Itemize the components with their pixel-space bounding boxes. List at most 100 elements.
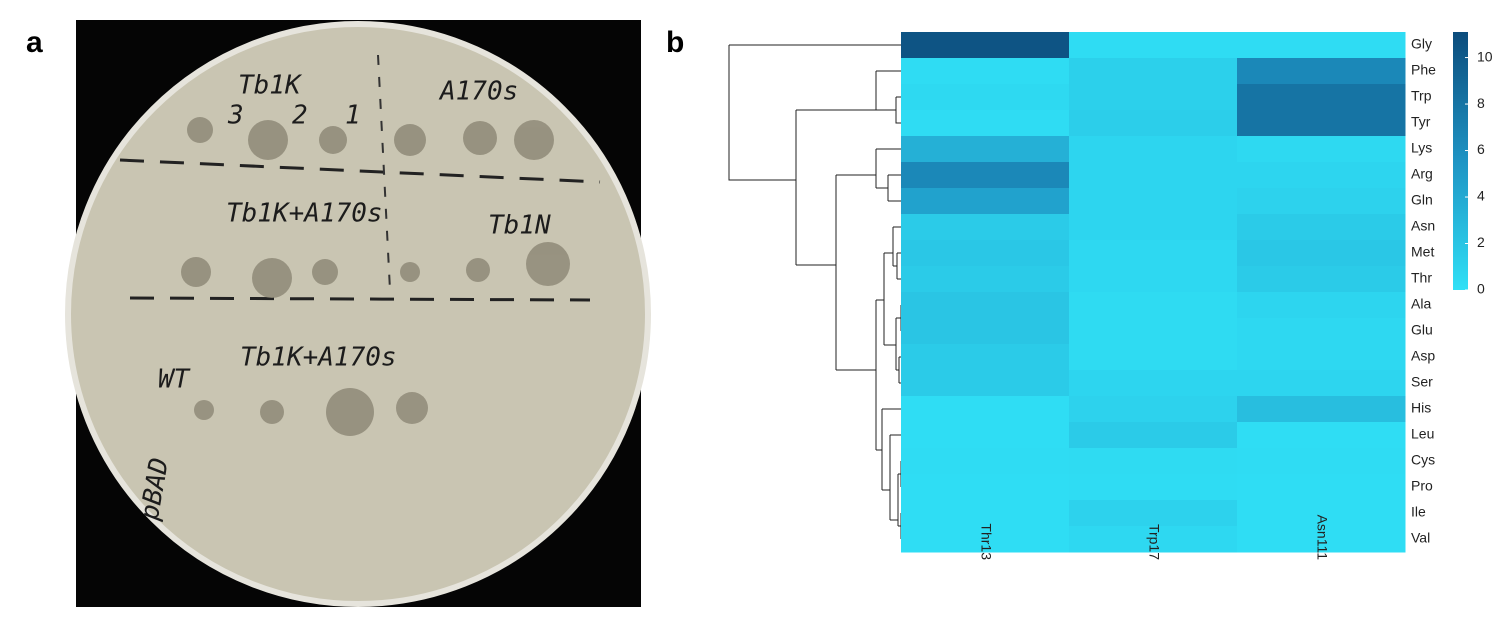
row-label: Tyr — [1411, 114, 1431, 130]
panel-label: a — [26, 26, 43, 59]
heat-cell — [1069, 448, 1238, 475]
heat-cell — [901, 396, 1070, 423]
photo-label: 2 — [292, 101, 308, 131]
photo-label: Tb1K+A170s — [226, 199, 383, 229]
heat-cell — [1069, 240, 1238, 267]
row-label: Pro — [1411, 478, 1433, 494]
heat-cell — [1237, 32, 1406, 59]
photo-label: 1 — [345, 101, 361, 131]
heat-cell — [1069, 136, 1238, 163]
heat-cell — [901, 318, 1070, 345]
heat-cell — [901, 32, 1070, 59]
column-label: Asn111 — [1314, 515, 1330, 561]
heat-cell — [901, 526, 1070, 553]
heat-cell — [1069, 292, 1238, 319]
heat-cell — [1237, 396, 1406, 423]
row-label: Gly — [1411, 36, 1432, 52]
photo-label: Tb1K+A170s — [240, 343, 397, 373]
heat-cell — [1237, 474, 1406, 501]
plate-photo: Tb1K A170s 3 2 1 Tb1K+A170s Tb1N WT Tb1K… — [65, 20, 651, 607]
photo-label: Tb1K — [238, 71, 303, 101]
heat-cell — [1069, 344, 1238, 371]
colorbar-tick-label: 10 — [1477, 48, 1493, 64]
heat-cell — [1237, 188, 1406, 215]
heat-cell — [1069, 58, 1238, 85]
row-label: Leu — [1411, 426, 1434, 442]
row-label: Phe — [1411, 62, 1436, 78]
colorbar-tick-label: 4 — [1477, 188, 1485, 204]
heat-cell — [1237, 292, 1406, 319]
dendrogram — [728, 44, 902, 539]
colorbar-tick-label: 8 — [1477, 95, 1485, 111]
heat-cell — [901, 474, 1070, 501]
row-label: Thr — [1411, 270, 1432, 286]
row-label: Val — [1411, 530, 1430, 546]
heat-cell — [1069, 526, 1238, 553]
heat-cell — [1069, 266, 1238, 293]
row-label: Met — [1411, 244, 1434, 260]
row-label: Ile — [1411, 504, 1426, 520]
row-label: Cys — [1411, 452, 1435, 468]
heat-cell — [901, 240, 1070, 267]
heat-cell — [901, 214, 1070, 241]
heat-cell — [1237, 84, 1406, 111]
heat-cell — [1069, 110, 1238, 137]
heat-cell — [1069, 474, 1238, 501]
heat-cell — [1069, 396, 1238, 423]
photo-label: 3 — [227, 101, 244, 131]
column-label: Thr13 — [978, 523, 994, 560]
row-label: Glu — [1411, 322, 1433, 338]
heat-cell — [901, 422, 1070, 449]
heat-cell — [901, 448, 1070, 475]
heat-cell — [1237, 214, 1406, 241]
photo-label: A170s — [438, 77, 518, 107]
heat-cell — [1069, 188, 1238, 215]
row-label: Gln — [1411, 192, 1433, 208]
heat-cell — [1237, 526, 1406, 553]
heat-cell — [1069, 214, 1238, 241]
colorbar — [1453, 32, 1468, 290]
heat-cell — [1069, 84, 1238, 111]
photo-label: Tb1N — [488, 211, 551, 241]
heat-cell — [901, 500, 1070, 527]
heat-cell — [1237, 240, 1406, 267]
column-label: Trp17 — [1146, 524, 1162, 560]
heat-cell — [901, 136, 1070, 163]
row-label: Ala — [1411, 296, 1431, 312]
heat-cell — [1237, 266, 1406, 293]
panel-label: b — [666, 26, 684, 59]
row-label: His — [1411, 400, 1431, 416]
heat-cell — [1237, 344, 1406, 371]
colorbar-tick-label: 2 — [1477, 234, 1485, 250]
heat-cell — [1237, 110, 1406, 137]
heat-cell — [1237, 448, 1406, 475]
heat-cell — [1237, 500, 1406, 527]
row-label: Lys — [1411, 140, 1432, 156]
heat-cell — [1237, 370, 1406, 397]
heat-cell — [1069, 422, 1238, 449]
heat-cell — [1237, 136, 1406, 163]
heat-cell — [901, 188, 1070, 215]
heat-cell — [1237, 58, 1406, 85]
heat-cell — [901, 292, 1070, 319]
heat-cell — [901, 370, 1070, 397]
row-label: Ser — [1411, 374, 1433, 390]
heat-cell — [1069, 318, 1238, 345]
colorbar-tick-label: 0 — [1477, 281, 1485, 297]
heat-cell — [901, 84, 1070, 111]
heat-cell — [901, 110, 1070, 137]
heat-cell — [901, 58, 1070, 85]
heat-cell — [1069, 500, 1238, 527]
heat-cell — [1069, 32, 1238, 59]
photo-label: WT — [158, 365, 191, 395]
heat-cell — [1237, 422, 1406, 449]
heat-cell — [901, 266, 1070, 293]
row-label: Asn — [1411, 218, 1435, 234]
row-label: Asp — [1411, 348, 1435, 364]
heat-cell — [1069, 162, 1238, 189]
row-label: Arg — [1411, 166, 1433, 182]
heat-cell — [1069, 370, 1238, 397]
row-label: Trp — [1411, 88, 1432, 104]
heat-cell — [1237, 318, 1406, 345]
